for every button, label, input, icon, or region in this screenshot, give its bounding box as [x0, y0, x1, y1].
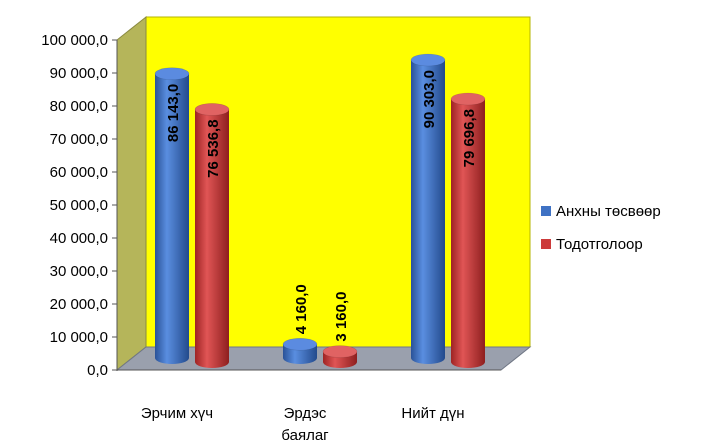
bars: 86 143,0 76 536,8 4 160,0 3 160,0 90 303,0 79…	[154, 53, 486, 369]
bar-body	[451, 99, 485, 369]
y-tick-label: 0,0	[87, 362, 108, 379]
bar: 90 303,0	[410, 53, 446, 365]
bar-top	[154, 67, 190, 81]
y-tick-label: 80 000,0	[50, 98, 108, 115]
y-tick-label: 60 000,0	[50, 164, 108, 181]
legend: Анхны төсвөөр Тодотголоор	[541, 203, 661, 253]
y-tick-label: 50 000,0	[50, 197, 108, 214]
y-tick-label: 90 000,0	[50, 65, 108, 82]
plot-side-wall	[116, 15, 147, 372]
y-tick-label: 10 000,0	[50, 329, 108, 346]
x-tick-label: Эрдэс баялаг	[281, 405, 329, 441]
bar: 4 160,0	[282, 284, 318, 364]
bar-body	[155, 73, 189, 365]
data-label: 4 160,0	[293, 284, 310, 334]
x-tick-label: Эрчим хүч	[141, 405, 213, 422]
legend-label: Тодотголоор	[556, 236, 643, 253]
bar: 86 143,0	[154, 67, 190, 365]
data-label: 79 696,8	[461, 109, 478, 167]
data-label: 76 536,8	[205, 119, 222, 177]
x-tick-label: Нийт дүн	[401, 405, 464, 422]
legend-swatch	[541, 239, 551, 249]
data-label: 86 143,0	[165, 84, 182, 142]
y-tick-label: 70 000,0	[50, 131, 108, 148]
legend-label: Анхны төсвөөр	[556, 203, 661, 220]
y-tick-label: 100 000,0	[41, 32, 108, 49]
y-tick-labels: 0,0 10 000,0 20 000,0 30 000,0 40 000,0 50 00…	[41, 32, 117, 379]
bar-top	[450, 92, 486, 106]
bar-body	[195, 109, 229, 368]
y-tick-label: 40 000,0	[50, 230, 108, 247]
data-label: 3 160,0	[333, 292, 350, 342]
bar-top	[322, 345, 358, 358]
y-tick-label: 30 000,0	[50, 263, 108, 280]
bar: 3 160,0	[322, 292, 358, 368]
bar-top	[282, 337, 318, 351]
bar-top	[194, 103, 230, 116]
bar-top	[410, 53, 446, 67]
bar: 79 696,8	[450, 92, 486, 369]
category-labels: Эрчим хүч Эрдэс баялаг Нийт дүн	[141, 405, 465, 441]
bar-body	[411, 60, 445, 365]
y-tick-label: 20 000,0	[50, 296, 108, 313]
legend-swatch	[541, 206, 551, 216]
bar: 76 536,8	[194, 103, 230, 368]
data-label: 90 303,0	[421, 70, 438, 128]
